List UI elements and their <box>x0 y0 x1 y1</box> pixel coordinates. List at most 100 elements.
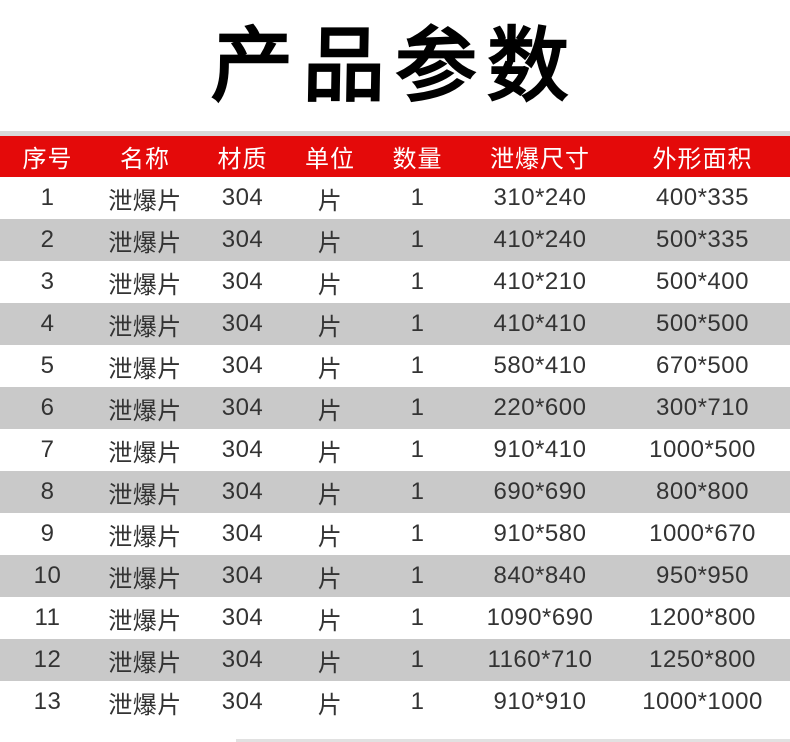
table-cell: 304 <box>221 310 264 337</box>
table-cell: 304 <box>221 184 264 211</box>
table-cell: 9 <box>40 520 55 547</box>
table-cell: 1200*800 <box>649 604 756 631</box>
table-row: 9 泄爆片 304 片 1 910*580 1000*670 <box>0 513 790 555</box>
table-cell: 泄爆片 <box>108 439 182 467</box>
table-row: 8 泄爆片 304 片 1 690*690 800*800 <box>0 471 790 513</box>
table-cell: 410*240 <box>493 226 587 253</box>
table-row: 13 泄爆片 304 片 1 910*910 1000*1000 <box>0 681 790 723</box>
table-cell: 泄爆片 <box>108 187 182 215</box>
table-row: 2 泄爆片 304 片 1 410*240 500*335 <box>0 219 790 261</box>
table-cell: 304 <box>221 226 264 253</box>
table-cell: 片 <box>317 691 343 719</box>
table-cell: 11 <box>34 604 61 631</box>
table-cell: 1 <box>410 604 425 631</box>
table-cell: 1 <box>410 394 425 421</box>
table-cell: 10 <box>33 562 62 589</box>
table-cell: 1090*690 <box>486 604 594 631</box>
table-cell: 1160*710 <box>487 646 593 673</box>
column-header-7: 外形面积 <box>615 136 790 177</box>
table-cell: 泄爆片 <box>108 607 182 635</box>
table-cell: 8 <box>40 478 55 505</box>
table-cell: 1 <box>410 646 425 673</box>
table-cell: 1000*1000 <box>642 688 763 715</box>
table-cell: 片 <box>317 271 343 299</box>
column-header-2: 名称 <box>95 136 195 177</box>
table-row: 5 泄爆片 304 片 1 580*410 670*500 <box>0 345 790 387</box>
table-row: 12 泄爆片 304 片 1 1160*710 1250*800 <box>0 639 790 681</box>
table-cell: 910*910 <box>493 688 587 715</box>
page-title: 产品参数 <box>210 17 580 114</box>
header-top-divider <box>0 131 790 136</box>
table-cell: 1000*670 <box>649 520 756 547</box>
table-cell: 1 <box>410 268 425 295</box>
table-cell: 片 <box>317 565 343 593</box>
table-cell: 1 <box>410 688 425 715</box>
table-cell: 4 <box>40 310 55 337</box>
next-row-partial-strip <box>236 739 790 742</box>
table-cell: 7 <box>40 436 55 463</box>
table-cell: 304 <box>221 562 264 589</box>
table-cell: 1 <box>410 478 425 505</box>
table-cell: 1 <box>40 184 55 211</box>
table-cell: 2 <box>40 226 55 253</box>
table-row: 1 泄爆片 304 片 1 310*240 400*335 <box>0 177 790 219</box>
table-cell: 304 <box>221 436 264 463</box>
table-row: 4 泄爆片 304 片 1 410*410 500*500 <box>0 303 790 345</box>
column-header-3: 材质 <box>195 136 290 177</box>
column-header-1: 序号 <box>0 136 95 177</box>
table-cell: 片 <box>317 523 343 551</box>
table-cell: 304 <box>221 478 264 505</box>
table-row: 3 泄爆片 304 片 1 410*210 500*400 <box>0 261 790 303</box>
table-cell: 泄爆片 <box>108 355 182 383</box>
table-cell: 500*400 <box>656 268 749 295</box>
table-cell: 800*800 <box>656 478 749 505</box>
table-cell: 580*410 <box>493 352 587 379</box>
table-cell: 500*500 <box>656 310 749 337</box>
table-header-row: 序号 名称 材质 单位 数量 泄爆尺寸 外形面积 <box>0 136 790 177</box>
table-cell: 1 <box>410 520 425 547</box>
table-cell: 220*600 <box>493 394 587 421</box>
table-cell: 1 <box>410 352 425 379</box>
table-cell: 410*410 <box>493 310 587 337</box>
table-body: 1 泄爆片 304 片 1 310*240 400*335 2 泄爆片 304 片 1 410*240 5… <box>0 177 790 723</box>
title-section: 产品参数 <box>0 0 790 131</box>
column-header-5: 数量 <box>370 136 465 177</box>
table-cell: 400*335 <box>656 184 749 211</box>
table-cell: 片 <box>317 313 343 341</box>
table-cell: 片 <box>317 439 343 467</box>
table-cell: 950*950 <box>656 562 749 589</box>
table-cell: 300*710 <box>656 394 749 421</box>
table-cell: 304 <box>221 394 264 421</box>
table-cell: 690*690 <box>493 478 587 505</box>
table-cell: 泄爆片 <box>108 229 182 257</box>
table-cell: 1000*500 <box>649 436 756 463</box>
table-cell: 泄爆片 <box>108 313 182 341</box>
table-row: 6 泄爆片 304 片 1 220*600 300*710 <box>0 387 790 429</box>
table-cell: 泄爆片 <box>108 481 182 509</box>
table-cell: 片 <box>317 649 343 677</box>
table-row: 10 泄爆片 304 片 1 840*840 950*950 <box>0 555 790 597</box>
table-cell: 304 <box>221 520 264 547</box>
product-parameters-table: 序号 名称 材质 单位 数量 泄爆尺寸 外形面积 1 泄爆片 304 片 1 310*240 400*3… <box>0 136 790 723</box>
table-cell: 泄爆片 <box>108 271 182 299</box>
column-header-6: 泄爆尺寸 <box>465 136 615 177</box>
table-cell: 1 <box>410 184 425 211</box>
table-cell: 1 <box>410 562 425 589</box>
table-cell: 泄爆片 <box>108 397 182 425</box>
table-cell: 910*410 <box>493 436 587 463</box>
table-cell: 泄爆片 <box>108 523 182 551</box>
table-cell: 1 <box>410 310 425 337</box>
table-row: 11 泄爆片 304 片 1 1090*690 1200*800 <box>0 597 790 639</box>
table-cell: 910*580 <box>493 520 587 547</box>
table-cell: 泄爆片 <box>108 691 182 719</box>
table-cell: 片 <box>317 481 343 509</box>
table-cell: 泄爆片 <box>108 565 182 593</box>
table-cell: 1 <box>410 226 425 253</box>
table-cell: 片 <box>317 397 343 425</box>
table-cell: 5 <box>40 352 55 379</box>
table-cell: 304 <box>221 688 264 715</box>
table-cell: 304 <box>221 268 264 295</box>
table-cell: 片 <box>317 229 343 257</box>
table-cell: 片 <box>317 187 343 215</box>
